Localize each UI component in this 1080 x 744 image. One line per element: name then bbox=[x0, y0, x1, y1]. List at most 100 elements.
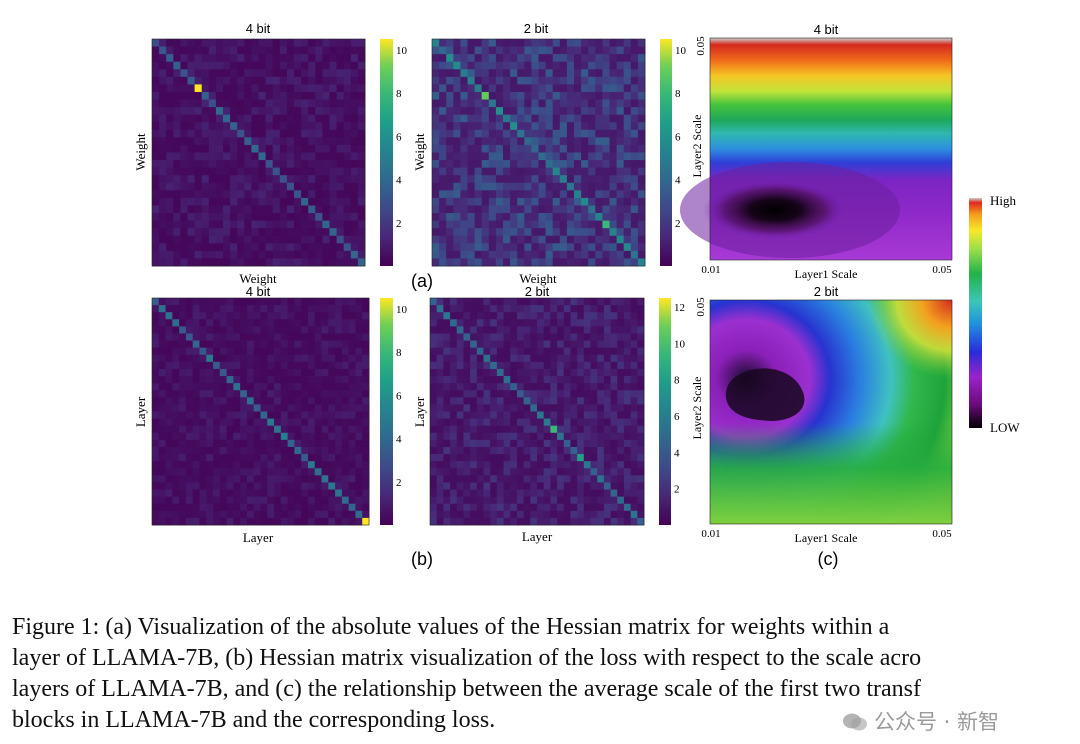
heatmap-cell bbox=[328, 354, 336, 363]
heatmap-cell bbox=[530, 411, 538, 419]
heatmap-cell bbox=[488, 182, 497, 191]
heatmap-cell bbox=[503, 510, 511, 519]
heatmap-cell bbox=[165, 305, 173, 313]
heatmap-cell bbox=[439, 190, 447, 199]
heatmap-cell bbox=[470, 312, 478, 320]
heatmap-cell bbox=[516, 425, 525, 434]
heatmap-cell bbox=[280, 326, 289, 334]
heatmap-cell bbox=[490, 354, 498, 363]
heatmap-cell bbox=[623, 517, 632, 526]
heatmap-cell bbox=[467, 107, 475, 116]
heatmap-cell bbox=[244, 46, 252, 55]
heatmap-cell bbox=[362, 326, 370, 334]
heatmap-cell bbox=[159, 250, 167, 259]
heatmap-cell bbox=[430, 354, 438, 363]
heatmap-diag-cell bbox=[194, 84, 203, 93]
heatmap-cell bbox=[286, 84, 295, 93]
heatmap-cell bbox=[246, 496, 255, 505]
heatmap-cell bbox=[577, 489, 585, 498]
heatmap-cell bbox=[258, 205, 266, 214]
heatmap-cell bbox=[552, 84, 561, 93]
heatmap-cell bbox=[244, 69, 252, 78]
heatmap-cell bbox=[581, 167, 589, 176]
heatmap-cell bbox=[279, 99, 288, 108]
heatmap-cell bbox=[490, 475, 498, 483]
heatmap-cell bbox=[194, 122, 203, 131]
heatmap-cell bbox=[630, 361, 638, 370]
heatmap-cell bbox=[563, 510, 571, 519]
heatmap-diag-cell bbox=[490, 361, 498, 370]
heatmap-cell bbox=[215, 213, 224, 221]
heatmap-cell bbox=[208, 54, 217, 63]
heatmap-cell bbox=[321, 432, 329, 441]
heatmap-cell bbox=[223, 129, 231, 138]
y-axis-label: Layer2 Scale bbox=[690, 115, 704, 178]
heatmap-cell bbox=[165, 411, 173, 419]
heatmap-cell bbox=[246, 432, 255, 441]
heatmap-cell bbox=[637, 243, 646, 252]
heatmap-cell bbox=[630, 432, 638, 441]
heatmap-cell bbox=[432, 99, 440, 108]
heatmap-cell bbox=[287, 319, 295, 327]
heatmap-cell bbox=[590, 368, 598, 377]
heatmap-cell bbox=[436, 510, 444, 519]
heatmap-cell bbox=[537, 461, 545, 469]
heatmap-cell bbox=[456, 368, 464, 377]
heatmap-cell bbox=[294, 411, 302, 419]
heatmap-cell bbox=[481, 54, 490, 63]
heatmap-cell bbox=[233, 468, 241, 476]
heatmap-diag-cell bbox=[510, 122, 518, 131]
heatmap-cell bbox=[524, 99, 532, 108]
heatmap-cell bbox=[467, 46, 475, 55]
heatmap-cell bbox=[590, 305, 598, 313]
heatmap-cell bbox=[213, 312, 221, 320]
heatmap-cell bbox=[481, 122, 490, 131]
heatmap-cell bbox=[516, 468, 525, 476]
heatmap-cell bbox=[436, 390, 444, 398]
heatmap-cell bbox=[233, 354, 241, 363]
heatmap-cell bbox=[510, 298, 518, 306]
heatmap-cell bbox=[314, 390, 322, 398]
heatmap-cell bbox=[328, 390, 336, 398]
heatmap-cell bbox=[550, 489, 558, 498]
heatmap-cell bbox=[233, 510, 241, 519]
heatmap-cell bbox=[335, 510, 343, 519]
heatmap-cell bbox=[496, 397, 504, 405]
heatmap-cell bbox=[439, 228, 447, 237]
heatmap-cell bbox=[321, 510, 329, 519]
heatmap-cell bbox=[158, 461, 166, 469]
heatmap-cell bbox=[490, 503, 498, 512]
heatmap-cell bbox=[581, 69, 589, 78]
heatmap-cell bbox=[432, 197, 440, 206]
heatmap-diag-cell bbox=[617, 496, 625, 505]
heatmap-cell bbox=[279, 220, 288, 229]
heatmap-cell bbox=[244, 84, 252, 93]
heatmap-cell bbox=[503, 312, 511, 320]
heatmap-cell bbox=[630, 129, 639, 138]
heatmap-cell bbox=[260, 298, 268, 306]
heatmap-cell bbox=[265, 220, 274, 229]
heatmap-cell bbox=[173, 54, 181, 63]
heatmap-cell bbox=[597, 510, 605, 519]
heatmap-cell bbox=[166, 129, 174, 138]
heatmap-cell bbox=[265, 61, 274, 70]
heatmap-cell bbox=[246, 305, 255, 313]
heatmap-cell bbox=[187, 91, 195, 100]
heatmap-cell bbox=[597, 368, 605, 377]
heatmap-cell bbox=[432, 228, 440, 237]
heatmap-cell bbox=[272, 175, 281, 184]
heatmap-diag-cell bbox=[206, 354, 214, 363]
heatmap-cell bbox=[570, 510, 578, 519]
heatmap-diag-cell bbox=[609, 228, 617, 237]
heatmap-cell bbox=[476, 404, 484, 412]
heatmap-cell bbox=[630, 243, 639, 252]
heatmap-diag-cell bbox=[251, 144, 259, 153]
heatmap-cell bbox=[517, 258, 525, 267]
heatmap-cell bbox=[616, 160, 625, 169]
heatmap-cell bbox=[496, 390, 504, 398]
heatmap-cell bbox=[329, 54, 337, 63]
heatmap-cell bbox=[185, 482, 194, 490]
heatmap-cell bbox=[314, 312, 322, 320]
